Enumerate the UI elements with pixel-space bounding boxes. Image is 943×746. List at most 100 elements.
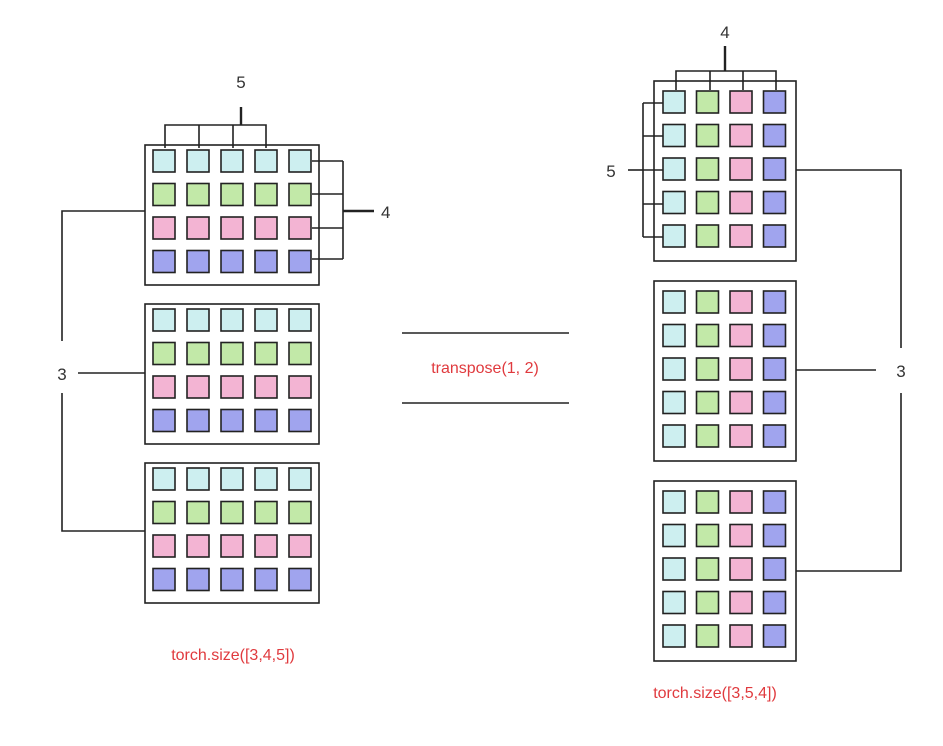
cell bbox=[662, 523, 686, 548]
left-brackets bbox=[61, 107, 374, 532]
cell bbox=[662, 590, 686, 615]
right-height-label: 5 bbox=[606, 162, 615, 181]
right-matrix-1 bbox=[653, 80, 797, 262]
left-tensor bbox=[144, 144, 320, 604]
left-depth-label: 3 bbox=[57, 365, 66, 384]
cell bbox=[186, 216, 210, 240]
cell bbox=[695, 90, 720, 114]
cell bbox=[288, 375, 312, 399]
cell bbox=[762, 290, 787, 314]
cell bbox=[729, 190, 753, 215]
cell bbox=[152, 408, 176, 433]
right-width-label: 4 bbox=[720, 23, 729, 42]
cell bbox=[288, 341, 312, 366]
cell bbox=[729, 357, 753, 381]
cell bbox=[220, 249, 244, 274]
cell bbox=[662, 323, 686, 348]
cell bbox=[186, 308, 210, 332]
cell bbox=[662, 424, 686, 448]
cell bbox=[662, 357, 686, 381]
cell bbox=[762, 557, 787, 581]
cell bbox=[254, 467, 278, 491]
left-matrix-1 bbox=[144, 144, 320, 286]
cell bbox=[662, 224, 686, 248]
cell bbox=[186, 567, 210, 592]
cell bbox=[729, 323, 753, 348]
cell bbox=[254, 249, 278, 274]
cell bbox=[288, 249, 312, 274]
cell bbox=[220, 567, 244, 592]
cell bbox=[220, 534, 244, 558]
cell bbox=[729, 590, 753, 615]
cell bbox=[695, 590, 720, 615]
cell bbox=[729, 157, 753, 181]
cell bbox=[695, 557, 720, 581]
cell bbox=[186, 249, 210, 274]
left-depth-bracket bbox=[61, 210, 145, 341]
cell bbox=[762, 523, 787, 548]
cell bbox=[762, 590, 787, 615]
cell bbox=[695, 290, 720, 314]
cell bbox=[254, 149, 278, 173]
cell bbox=[220, 216, 244, 240]
cell bbox=[254, 308, 278, 332]
cell bbox=[762, 224, 787, 248]
cell bbox=[254, 216, 278, 240]
left-width-label: 5 bbox=[236, 73, 245, 92]
cell bbox=[762, 424, 787, 448]
cell bbox=[186, 467, 210, 491]
cell bbox=[288, 408, 312, 433]
cell bbox=[254, 182, 278, 207]
cell bbox=[152, 534, 176, 558]
cell bbox=[220, 408, 244, 433]
cell bbox=[152, 216, 176, 240]
cell bbox=[220, 182, 244, 207]
cell bbox=[695, 190, 720, 215]
cell bbox=[729, 624, 753, 648]
cell bbox=[695, 157, 720, 181]
cell bbox=[186, 341, 210, 366]
cell bbox=[186, 534, 210, 558]
cell bbox=[662, 123, 686, 148]
left-matrix-2 bbox=[144, 303, 320, 445]
cell bbox=[695, 323, 720, 348]
cell bbox=[152, 149, 176, 173]
right-caption: torch.size([3,5,4]) bbox=[653, 685, 777, 702]
cell bbox=[186, 182, 210, 207]
cell bbox=[186, 149, 210, 173]
cell bbox=[254, 341, 278, 366]
cell bbox=[729, 123, 753, 148]
operation: transpose(1, 2) bbox=[402, 332, 569, 404]
cell bbox=[220, 467, 244, 491]
cell bbox=[152, 467, 176, 491]
right-depth-label: 3 bbox=[896, 362, 905, 381]
cell bbox=[729, 424, 753, 448]
cell bbox=[254, 375, 278, 399]
cell bbox=[762, 624, 787, 648]
cell bbox=[695, 224, 720, 248]
cell bbox=[729, 490, 753, 514]
cell bbox=[662, 157, 686, 181]
cell bbox=[186, 375, 210, 399]
cell bbox=[695, 490, 720, 514]
cell bbox=[729, 90, 753, 114]
cell bbox=[762, 123, 787, 148]
left-width-bracket bbox=[164, 124, 267, 148]
cell bbox=[729, 557, 753, 581]
cell bbox=[662, 624, 686, 648]
cell bbox=[695, 123, 720, 148]
cell bbox=[729, 390, 753, 415]
cell bbox=[695, 523, 720, 548]
cell bbox=[220, 149, 244, 173]
operation-label: transpose(1, 2) bbox=[431, 360, 539, 377]
right-depth-bracket-lower bbox=[796, 393, 902, 572]
left-depth-bracket-lower bbox=[61, 393, 145, 532]
cell bbox=[152, 375, 176, 399]
cell bbox=[186, 408, 210, 433]
cell bbox=[254, 534, 278, 558]
left-height-label: 4 bbox=[381, 203, 390, 222]
left-matrix-3 bbox=[144, 462, 320, 604]
cell bbox=[762, 190, 787, 215]
cell bbox=[729, 290, 753, 314]
